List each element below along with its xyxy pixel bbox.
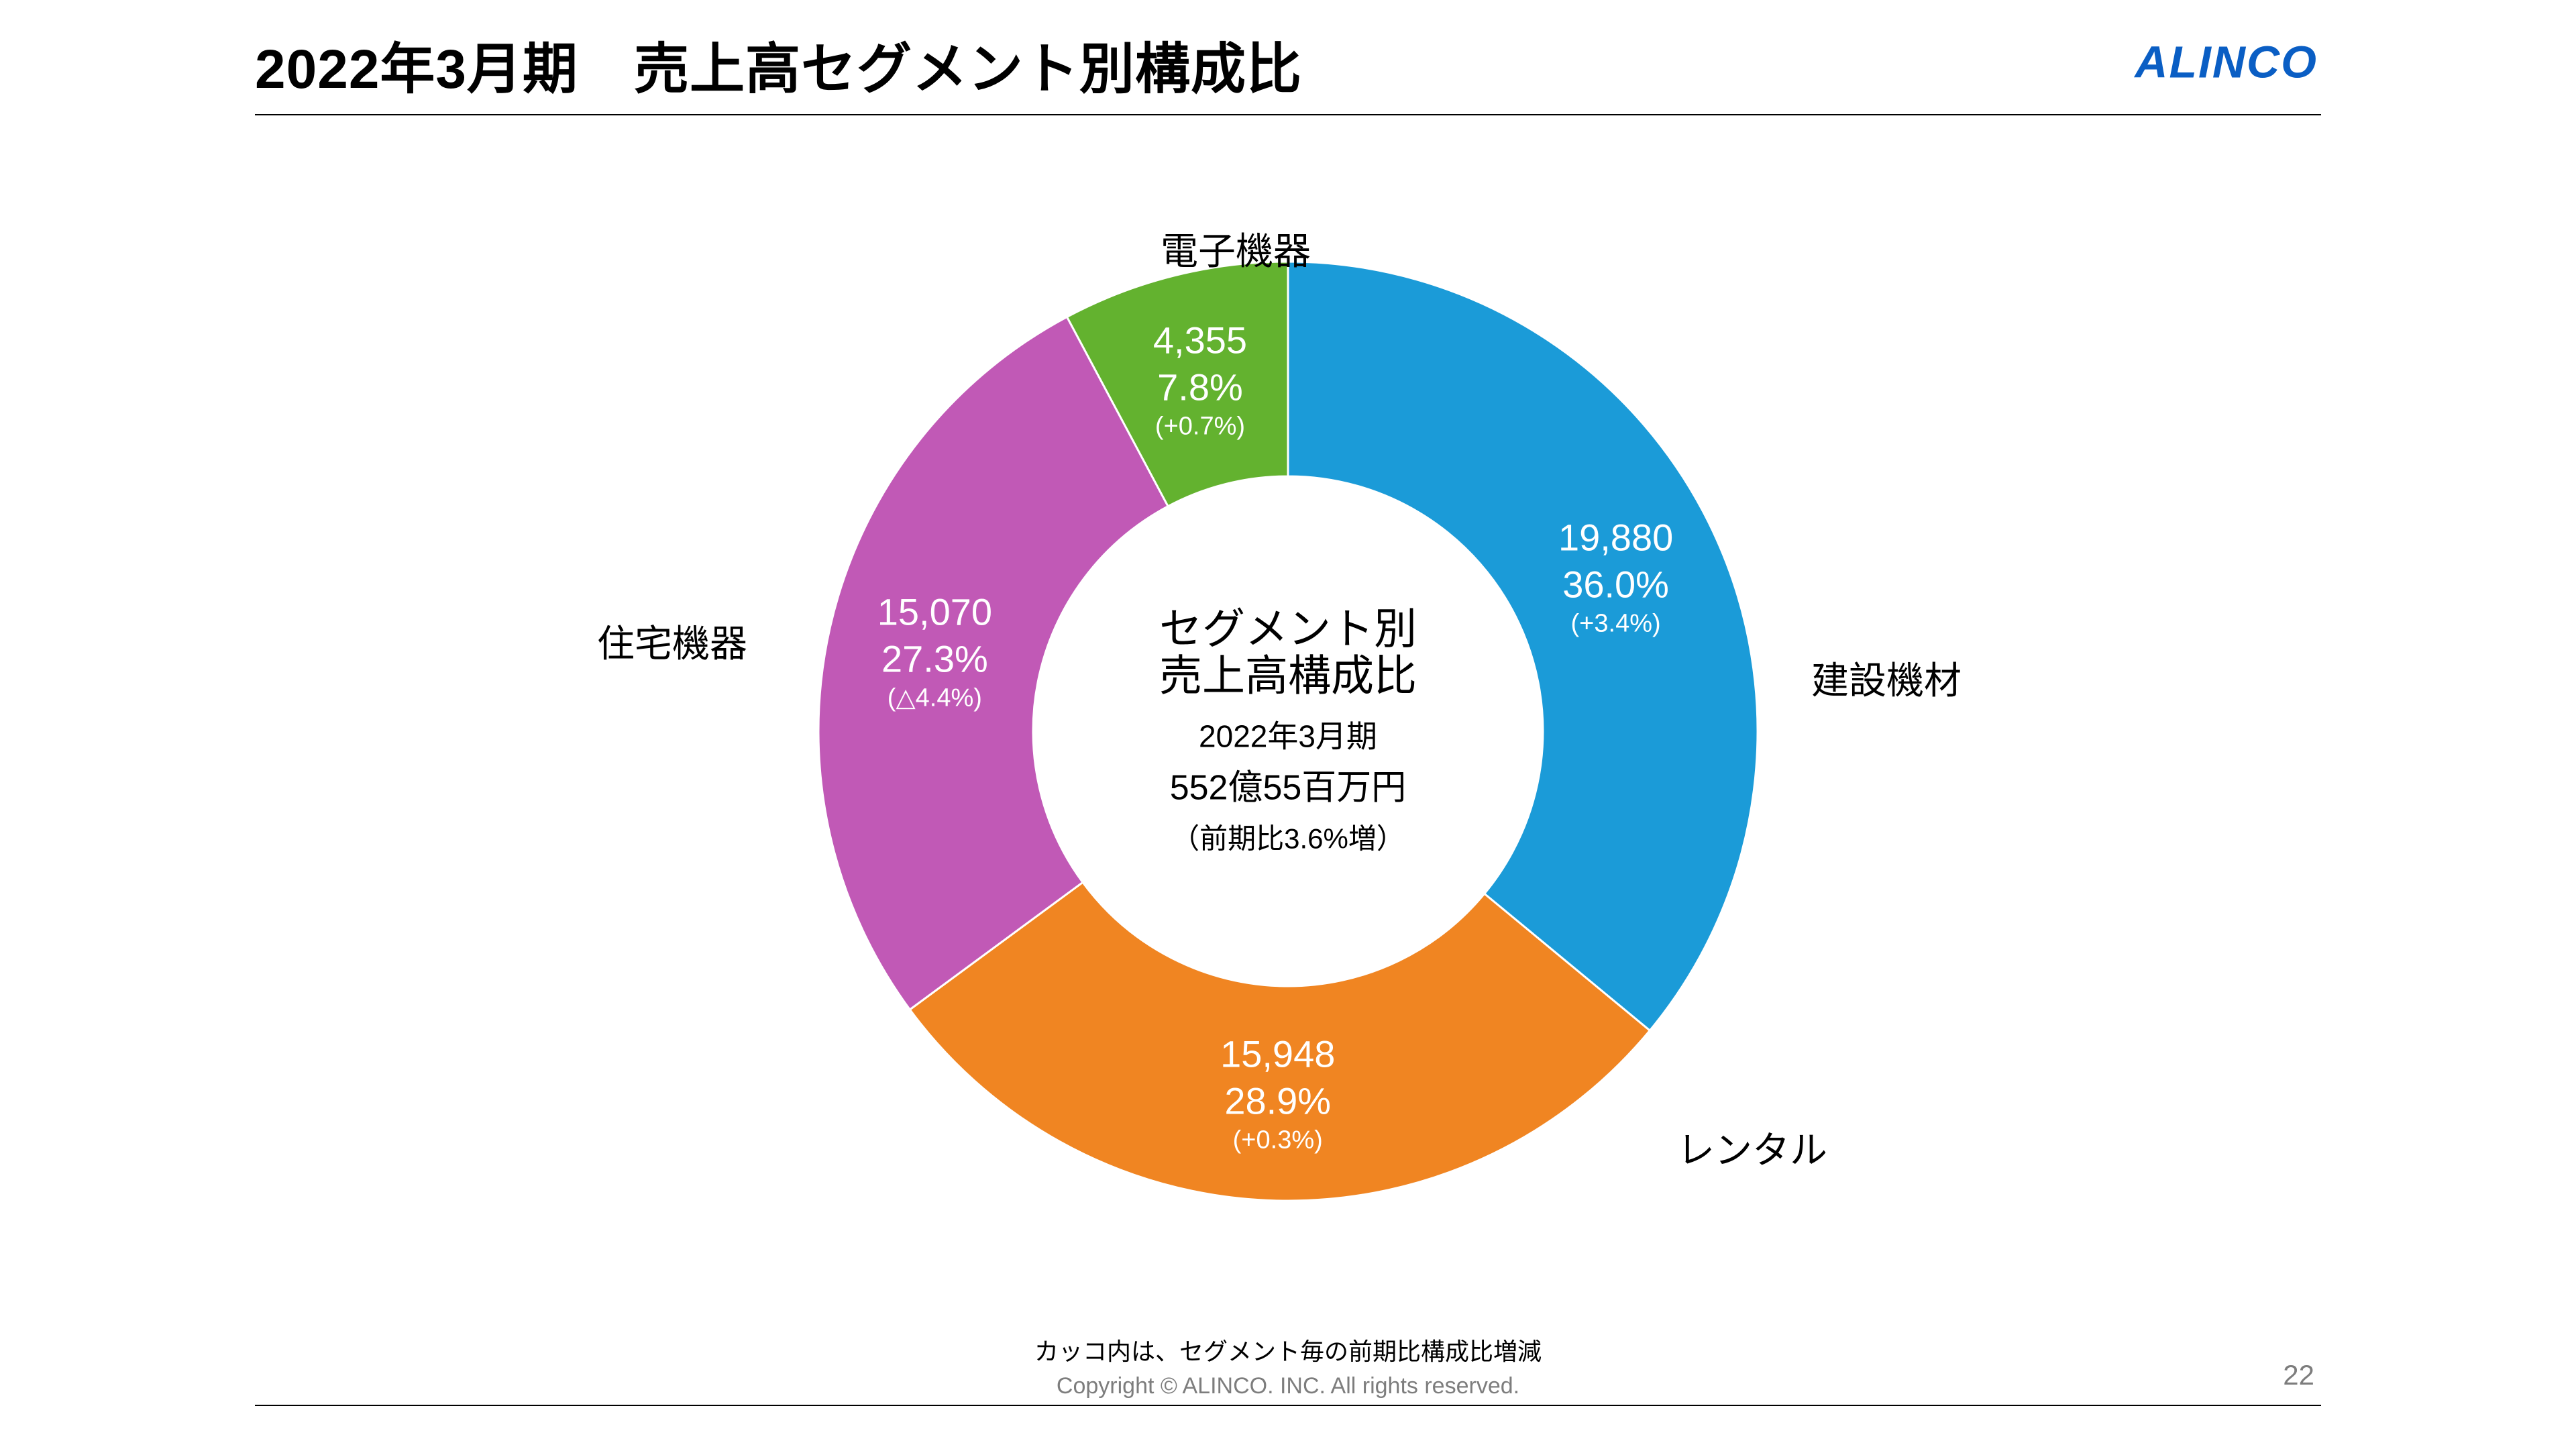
slice-label-electronics: 4,355 7.8% (+0.7%) [1153, 317, 1247, 443]
footnote: カッコ内は、セグメント毎の前期比構成比増減 [0, 1332, 2576, 1367]
slice-value: 15,948 [1220, 1030, 1335, 1077]
header: 2022年3月期 売上高セグメント別構成比 [255, 24, 2321, 104]
center-total: 552億55百万円 [1159, 759, 1417, 809]
slice-change: (△4.4%) [877, 682, 992, 714]
center-yoy: （前期比3.6%増） [1159, 816, 1417, 857]
slice-value: 4,355 [1153, 317, 1247, 364]
slice-value: 15,070 [877, 588, 992, 635]
slice-percent: 36.0% [1558, 561, 1673, 608]
slice-housing [818, 317, 1168, 1010]
slice-percent: 28.9% [1220, 1077, 1335, 1124]
slice-label-rental: 15,948 28.9% (+0.3%) [1220, 1030, 1335, 1157]
slice-label-construction: 19,880 36.0% (+3.4%) [1558, 514, 1673, 640]
brand-logo: ALINCO [2135, 37, 2318, 88]
center-title: セグメント別売上高構成比 [1159, 606, 1417, 700]
category-label-electronics: 電子機器 [1161, 221, 1311, 276]
chart-area: セグメント別売上高構成比 2022年3月期 552億55百万円 （前期比3.6%… [0, 114, 2576, 1348]
slide: 2022年3月期 売上高セグメント別構成比 ALINCO セグメント別売上高構成… [0, 0, 2576, 1449]
slice-percent: 7.8% [1153, 364, 1247, 411]
page-title: 2022年3月期 売上高セグメント別構成比 [255, 24, 2321, 104]
slice-change: (+0.3%) [1220, 1124, 1335, 1157]
category-label-construction: 建設機材 [1811, 651, 1962, 705]
slice-value: 19,880 [1558, 514, 1673, 561]
slice-percent: 27.3% [877, 635, 992, 682]
chart-center-text: セグメント別売上高構成比 2022年3月期 552億55百万円 （前期比3.6%… [1159, 606, 1417, 857]
category-label-rental: レンタル [1677, 1120, 1827, 1175]
slice-label-housing: 15,070 27.3% (△4.4%) [877, 588, 992, 714]
divider-bottom [255, 1405, 2321, 1406]
slice-change: (+0.7%) [1153, 411, 1247, 443]
category-label-housing: 住宅機器 [597, 614, 747, 668]
center-period: 2022年3月期 [1159, 712, 1417, 756]
page-number: 22 [2283, 1359, 2314, 1391]
slice-change: (+3.4%) [1558, 608, 1673, 640]
copyright: Copyright © ALINCO. INC. All rights rese… [0, 1373, 2576, 1399]
